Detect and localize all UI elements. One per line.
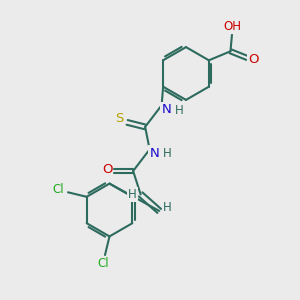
Text: Cl: Cl [98, 257, 109, 270]
Text: O: O [248, 53, 259, 66]
Text: Cl: Cl [52, 183, 64, 196]
Text: H: H [175, 104, 183, 117]
Text: H: H [163, 201, 172, 214]
Text: N: N [149, 146, 159, 160]
Text: S: S [116, 112, 124, 125]
Text: H: H [163, 147, 171, 161]
Text: H: H [128, 188, 136, 201]
Text: OH: OH [224, 20, 242, 33]
Text: O: O [102, 163, 112, 176]
Text: N: N [161, 103, 171, 116]
